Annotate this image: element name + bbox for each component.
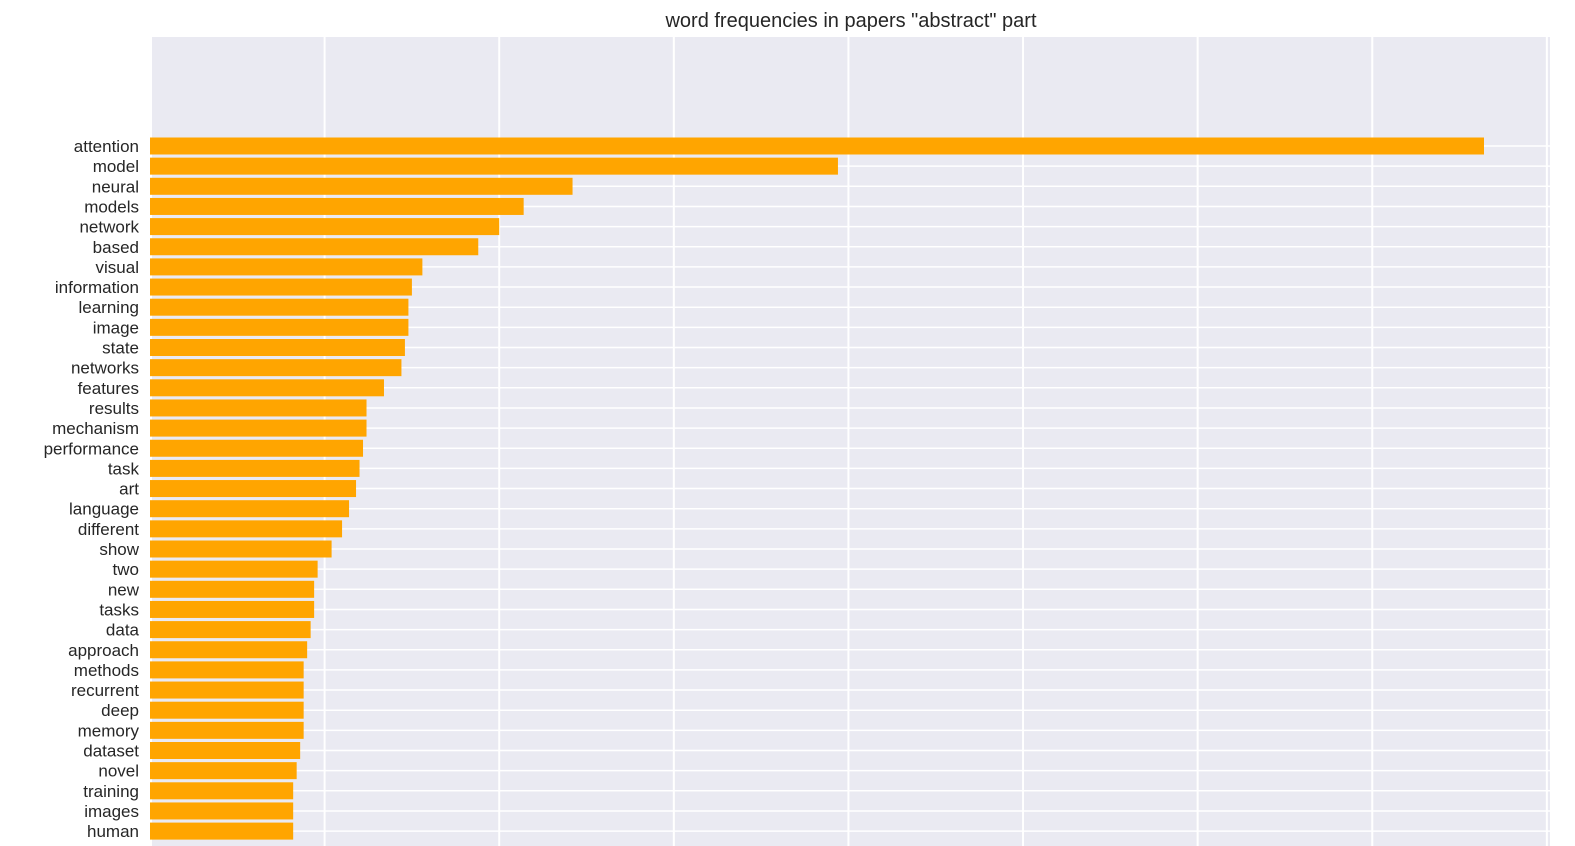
y-tick-label: images xyxy=(84,802,139,821)
y-tick-label: memory xyxy=(78,721,140,740)
y-tick-label: networks xyxy=(71,359,139,378)
y-tick-label: models xyxy=(84,197,139,216)
bar-based xyxy=(150,238,479,256)
y-tick-label: information xyxy=(55,278,139,297)
bar-training xyxy=(150,782,294,800)
bar-deep xyxy=(150,701,304,719)
bar-language xyxy=(150,500,350,518)
y-tick-label: state xyxy=(102,339,139,358)
bar-different xyxy=(150,520,343,538)
bar-dataset xyxy=(150,742,301,759)
bar-visual xyxy=(150,258,423,276)
y-tick-label: image xyxy=(93,318,139,337)
y-tick-label: training xyxy=(83,782,139,801)
y-tick-label: different xyxy=(78,520,139,539)
y-tick-label: attention xyxy=(74,137,139,156)
y-tick-label: visual xyxy=(96,258,139,277)
y-tick-label: deep xyxy=(101,701,139,720)
y-tick-label: results xyxy=(89,399,139,418)
bar-data xyxy=(150,621,311,639)
y-tick-label: tasks xyxy=(99,600,139,619)
bar-neural xyxy=(150,177,573,195)
bars xyxy=(150,137,1484,840)
bar-memory xyxy=(150,721,304,739)
bar-networks xyxy=(150,359,402,377)
bar-state xyxy=(150,339,405,356)
chart-title: word frequencies in papers "abstract" pa… xyxy=(664,10,1036,32)
bar-human xyxy=(150,822,294,840)
bar-model xyxy=(150,157,838,175)
bar-art xyxy=(150,480,357,498)
y-tick-label: two xyxy=(113,560,139,579)
y-tick-label: network xyxy=(79,218,139,237)
y-tick-label: performance xyxy=(44,439,139,458)
y-tick-label: dataset xyxy=(83,742,139,761)
bar-recurrent xyxy=(150,681,304,699)
bar-image xyxy=(150,318,409,336)
y-tick-label: new xyxy=(108,580,140,599)
y-tick-label: recurrent xyxy=(71,681,139,700)
bar-tasks xyxy=(150,600,315,618)
y-tick-label: art xyxy=(119,480,139,499)
y-tick-label: learning xyxy=(79,298,140,317)
y-tick-label: model xyxy=(93,157,139,176)
bar-performance xyxy=(150,439,364,457)
bar-new xyxy=(150,580,315,598)
bar-features xyxy=(150,379,384,397)
bar-models xyxy=(150,197,524,215)
bar-information xyxy=(150,278,412,296)
y-tick-label: features xyxy=(78,379,139,398)
y-tick-label: approach xyxy=(68,641,139,660)
bar-show xyxy=(150,540,332,558)
bar-results xyxy=(150,399,367,417)
bar-attention xyxy=(150,137,1484,155)
y-tick-label: language xyxy=(69,500,139,519)
bar-learning xyxy=(150,298,409,316)
y-tick-label: methods xyxy=(74,661,139,680)
y-tick-label: based xyxy=(93,238,139,257)
y-tick-label: human xyxy=(87,822,139,841)
y-tick-label: novel xyxy=(98,762,139,781)
y-tick-label: data xyxy=(106,621,140,640)
y-tick-label: show xyxy=(99,540,139,559)
bar-images xyxy=(150,802,294,820)
y-tick-label: task xyxy=(108,459,140,478)
bar-network xyxy=(150,218,500,236)
bar-task xyxy=(150,459,360,477)
bar-novel xyxy=(150,762,297,780)
y-tick-label: neural xyxy=(92,177,139,196)
bar-mechanism xyxy=(150,419,367,437)
bar-methods xyxy=(150,661,304,679)
bar-two xyxy=(150,560,318,578)
y-tick-label: mechanism xyxy=(52,419,139,438)
bar-approach xyxy=(150,641,308,659)
